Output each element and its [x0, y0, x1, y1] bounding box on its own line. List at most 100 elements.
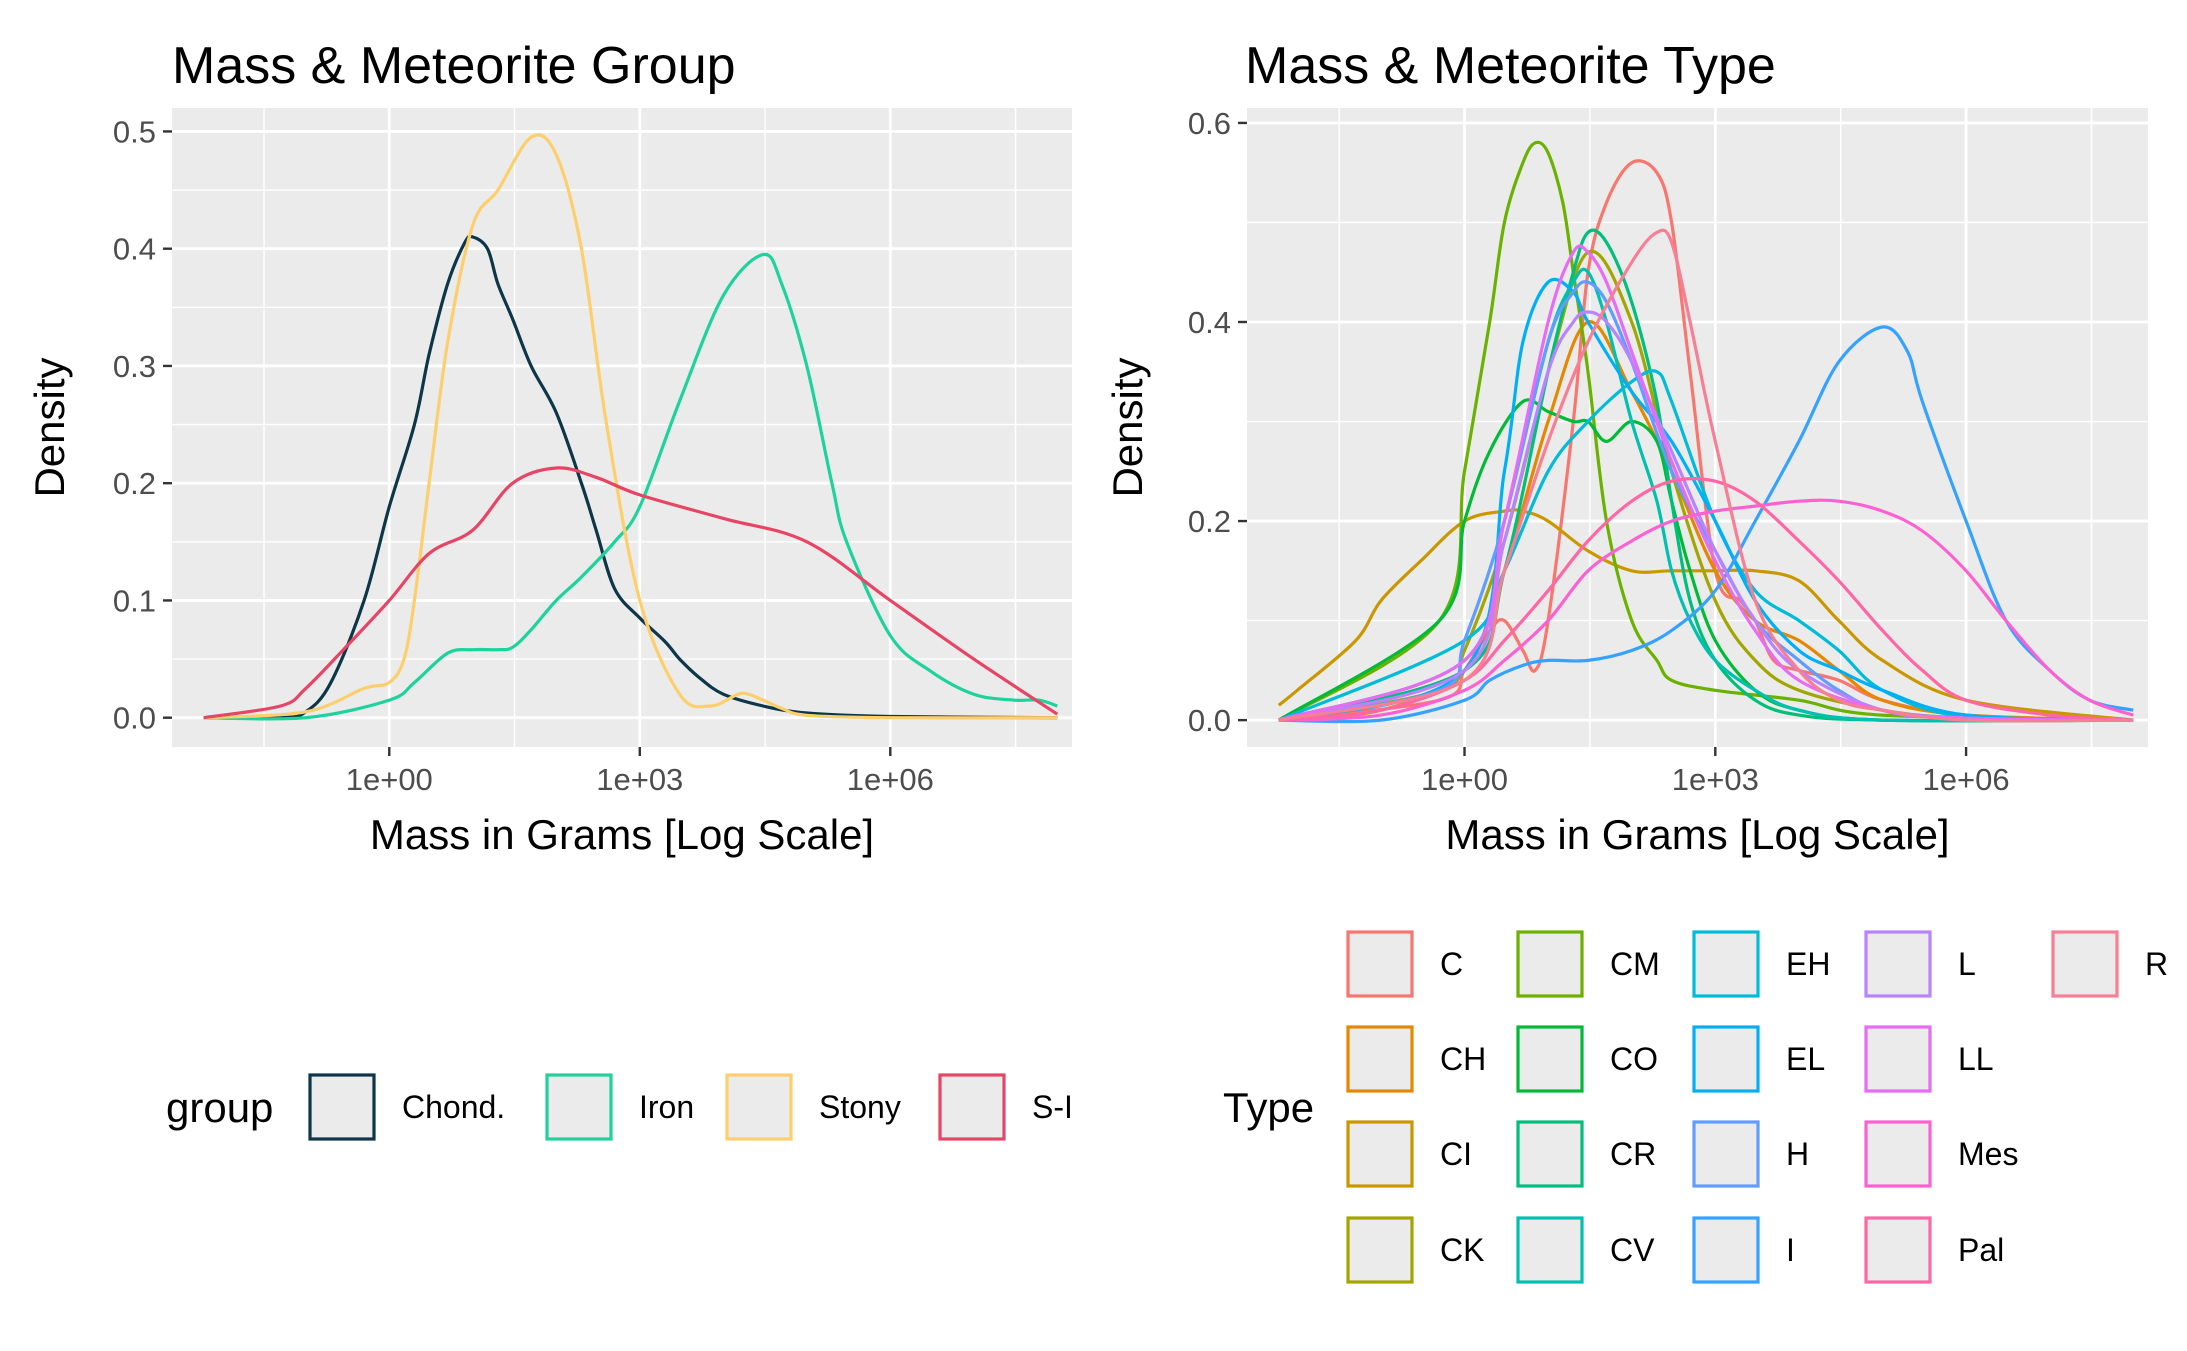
legend-key — [938, 1073, 1006, 1141]
legend-item: I — [1692, 1216, 1795, 1284]
x-axis-title: Mass in Grams [Log Scale] — [1445, 811, 1949, 858]
legend-item: CO — [1516, 1025, 1658, 1093]
legend-label: R — [2145, 946, 2168, 982]
y-tick-label: 0.1 — [113, 583, 156, 618]
legend-key — [725, 1073, 793, 1141]
legend-key — [1692, 930, 1760, 998]
x-tick-label: 1e+06 — [847, 762, 934, 797]
y-axis-title: Density — [26, 357, 73, 497]
y-tick-label: 0.4 — [1188, 305, 1231, 340]
legend-label: EL — [1786, 1041, 1825, 1077]
legend-label: CV — [1610, 1232, 1655, 1268]
legend-key — [1516, 1025, 1584, 1093]
series-line-ci — [1277, 508, 2134, 722]
legend-item: R — [2051, 930, 2168, 998]
chart-title: Mass & Meteorite Type — [1245, 37, 1776, 95]
legend-title: Type — [1223, 1084, 1314, 1131]
y-tick-label: 0.0 — [113, 701, 156, 736]
chart-title: Mass & Meteorite Group — [172, 37, 736, 95]
legend-label: C — [1440, 946, 1463, 982]
x-tick-label: 1e+03 — [596, 762, 683, 797]
legend-item: Stony — [725, 1073, 901, 1141]
legend-label: EH — [1786, 946, 1830, 982]
series-line-mes — [1278, 498, 2134, 722]
legend-label: CR — [1610, 1136, 1656, 1172]
legend-item: CH — [1346, 1025, 1486, 1093]
legend-item: LL — [1864, 1025, 1994, 1093]
legend-item: Iron — [545, 1073, 694, 1141]
y-tick-label: 0.0 — [1188, 703, 1231, 738]
legend-key — [1516, 1120, 1584, 1188]
legend-label: CO — [1610, 1041, 1658, 1077]
legend-item: C — [1346, 930, 1463, 998]
legend-key — [1864, 1025, 1932, 1093]
legend-key — [1692, 1120, 1760, 1188]
legend-key — [1516, 930, 1584, 998]
series-lines — [203, 133, 1059, 721]
x-tick-label: 1e+00 — [1421, 762, 1508, 797]
legend-label: Chond. — [402, 1089, 505, 1125]
legend: group Chond. Iron Stony S-I — [166, 1073, 1073, 1141]
legend-key — [1346, 1025, 1414, 1093]
legend-item: EL — [1692, 1025, 1825, 1093]
y-tick-label: 0.5 — [113, 114, 156, 149]
legend-key — [1692, 1025, 1760, 1093]
legend-item: EH — [1692, 930, 1830, 998]
legend-key — [1864, 930, 1932, 998]
series-line-stony — [203, 133, 1058, 720]
legend-label: H — [1786, 1136, 1809, 1172]
legend-label: I — [1786, 1232, 1795, 1268]
axes: 0.0 0.1 0.2 0.3 0.4 0.5 1e+00 1e+03 1e+06 — [113, 114, 934, 797]
series-lines — [1277, 140, 2134, 724]
x-tick-label: 1e+06 — [1923, 762, 2010, 797]
legend-key — [2051, 930, 2119, 998]
legend-item: CI — [1346, 1120, 1472, 1188]
y-axis-title: Density — [1104, 357, 1151, 497]
legend-key — [545, 1073, 613, 1141]
legend-item: CV — [1516, 1216, 1655, 1284]
x-axis-title: Mass in Grams [Log Scale] — [370, 811, 874, 858]
legend-key — [1516, 1216, 1584, 1284]
legend-title: group — [166, 1084, 273, 1131]
legend-label: Iron — [639, 1089, 694, 1125]
series-line-chond — [203, 234, 1058, 720]
legend-label: LL — [1958, 1041, 1994, 1077]
panel-2: 0.0 0.2 0.4 0.6 1e+00 1e+03 1e+06 Mass & Meteor… — [1104, 37, 2168, 1284]
legend-key — [1346, 1120, 1414, 1188]
legend-item: L — [1864, 930, 1976, 998]
y-tick-label: 0.3 — [113, 349, 156, 384]
y-tick-label: 0.2 — [1188, 504, 1231, 539]
y-tick-label: 0.6 — [1188, 106, 1231, 141]
legend-key — [1864, 1120, 1932, 1188]
series-line-c — [1278, 159, 2134, 722]
legend-label: CK — [1440, 1232, 1484, 1268]
legend-key — [1864, 1216, 1932, 1284]
series-line-el — [1278, 277, 2134, 722]
plot-panel-background — [172, 108, 1072, 747]
axes: 0.0 0.2 0.4 0.6 1e+00 1e+03 1e+06 — [1188, 106, 2010, 797]
x-tick-label: 1e+00 — [346, 762, 433, 797]
legend-key — [308, 1073, 376, 1141]
legend-label: Pal — [1958, 1232, 2004, 1268]
legend-key — [1692, 1216, 1760, 1284]
series-line-s-i — [203, 466, 1059, 720]
legend-label: CH — [1440, 1041, 1486, 1077]
panel-1: 0.0 0.1 0.2 0.3 0.4 0.5 1e+00 1e+03 1e+06 Mass & … — [26, 37, 1073, 1141]
series-line-iron — [203, 252, 1058, 721]
legend-label: S-I — [1032, 1089, 1073, 1125]
legend-label: CI — [1440, 1136, 1472, 1172]
legend-key — [1346, 1216, 1414, 1284]
legend-label: CM — [1610, 946, 1660, 982]
series-line-pal — [1278, 477, 2134, 722]
y-tick-label: 0.2 — [113, 466, 156, 501]
legend-item: S-I — [938, 1073, 1073, 1141]
legend-item: CK — [1346, 1216, 1484, 1284]
legend-item: CR — [1516, 1120, 1656, 1188]
legend-item: Chond. — [308, 1073, 505, 1141]
legend-key — [1346, 930, 1414, 998]
legend-item: H — [1692, 1120, 1809, 1188]
y-tick-label: 0.4 — [113, 232, 156, 267]
legend-label: Stony — [819, 1089, 901, 1125]
